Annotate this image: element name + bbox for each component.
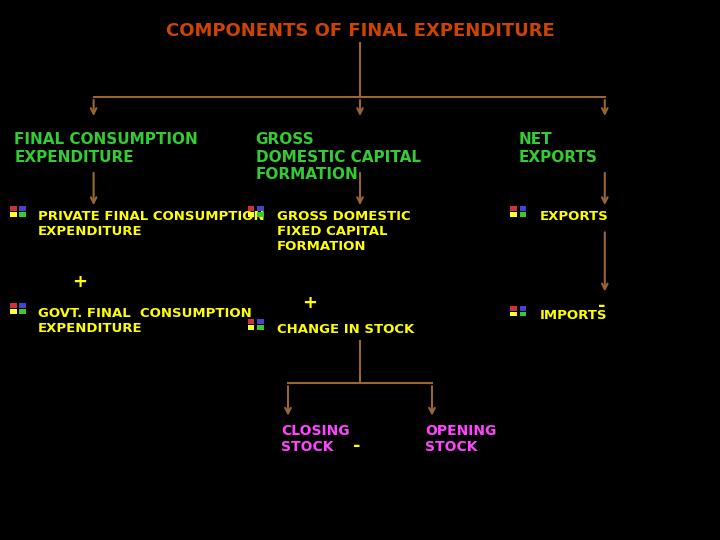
Bar: [10, 303, 17, 308]
Bar: [520, 306, 526, 310]
Bar: [19, 303, 26, 308]
Bar: [19, 309, 26, 314]
Bar: [19, 212, 26, 217]
Bar: [248, 206, 254, 211]
Bar: [257, 325, 264, 330]
Text: CHANGE IN STOCK: CHANGE IN STOCK: [277, 323, 415, 336]
Text: PRIVATE FINAL CONSUMPTION
EXPENDITURE: PRIVATE FINAL CONSUMPTION EXPENDITURE: [38, 210, 265, 238]
Text: EXPORTS: EXPORTS: [540, 210, 608, 222]
Text: NET
EXPORTS: NET EXPORTS: [518, 132, 598, 165]
Bar: [510, 312, 517, 316]
Bar: [19, 206, 26, 211]
Text: -: -: [353, 437, 360, 455]
Bar: [257, 212, 264, 217]
Text: OPENING
STOCK: OPENING STOCK: [425, 424, 496, 454]
Text: CLOSING
STOCK: CLOSING STOCK: [281, 424, 349, 454]
Text: GROSS DOMESTIC
FIXED CAPITAL
FORMATION: GROSS DOMESTIC FIXED CAPITAL FORMATION: [277, 210, 411, 253]
Text: GROSS
DOMESTIC CAPITAL
FORMATION: GROSS DOMESTIC CAPITAL FORMATION: [256, 132, 420, 182]
Bar: [10, 212, 17, 217]
Bar: [520, 312, 526, 316]
Bar: [520, 206, 526, 211]
Bar: [248, 319, 254, 324]
Bar: [520, 212, 526, 217]
Bar: [510, 212, 517, 217]
Text: COMPONENTS OF FINAL EXPENDITURE: COMPONENTS OF FINAL EXPENDITURE: [166, 22, 554, 39]
Bar: [257, 319, 264, 324]
Bar: [10, 206, 17, 211]
Text: IMPORTS: IMPORTS: [540, 309, 608, 322]
Bar: [248, 212, 254, 217]
Text: -: -: [598, 297, 605, 315]
Bar: [510, 306, 517, 310]
Text: +: +: [72, 273, 87, 291]
Bar: [257, 206, 264, 211]
Bar: [10, 309, 17, 314]
Bar: [510, 206, 517, 211]
Text: +: +: [302, 294, 318, 312]
Bar: [248, 325, 254, 330]
Text: FINAL CONSUMPTION
EXPENDITURE: FINAL CONSUMPTION EXPENDITURE: [14, 132, 198, 165]
Text: GOVT. FINAL  CONSUMPTION
EXPENDITURE: GOVT. FINAL CONSUMPTION EXPENDITURE: [38, 307, 252, 335]
